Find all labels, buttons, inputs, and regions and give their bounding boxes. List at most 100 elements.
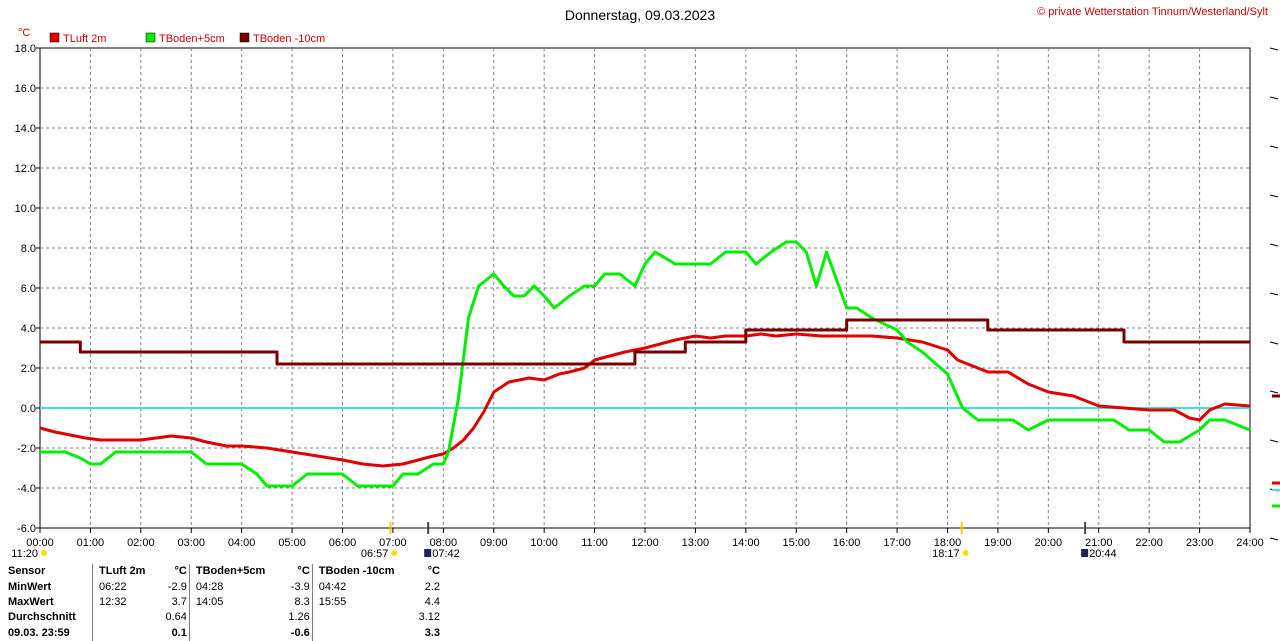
x-tick-label: 01:00 (77, 537, 105, 549)
stats-header-tluft: TLuft 2m (91, 564, 155, 580)
stats-row-max: MaxWert 12:32 3.7 14:05 8.3 15:55 4.4 (0, 594, 442, 611)
y-tick-label: 4.0 (21, 323, 36, 335)
stats-header-tboden10: TBoden -10cm (311, 564, 408, 580)
stats-value: 8.3 (294, 595, 310, 608)
copyright-note: © private Wetterstation Tinnum/Westerlan… (1037, 6, 1268, 18)
marker-time-label: 06:57 (361, 548, 389, 560)
x-tick-label: 10:00 (530, 537, 558, 549)
x-tick-label: 20:00 (1035, 537, 1063, 549)
stats-spacer (398, 610, 408, 625)
stats-header-sensor: Sensor (8, 565, 46, 578)
x-tick-label: 13:00 (682, 537, 710, 549)
legend-label: TBoden -10cm (253, 33, 325, 45)
right-tick (1269, 243, 1279, 247)
stats-value: 4.4 (424, 595, 440, 608)
legend-swatch (239, 32, 250, 43)
stats-time: 14:05 (188, 594, 269, 611)
stats-row-label: 09.03. 23:59 (8, 626, 70, 639)
temperature-chart: 18.0 16.0 14.0 12.0 10.0 8.0 6.0 4.0 2.0 0.0 -2.0 -… (11, 6, 1280, 560)
stats-time (91, 625, 149, 641)
x-tick-label: 18:00 (934, 537, 962, 549)
y-tick-label: 12.0 (15, 163, 36, 175)
y-tick-label: 0.0 (21, 403, 36, 415)
stats-value: -3.9 (290, 580, 310, 593)
right-tick (1269, 145, 1279, 149)
stats-time: 04:28 (188, 579, 269, 595)
x-tick-label: 22:00 (1135, 537, 1163, 549)
stats-row-current: 09.03. 23:59 0.1 -0.6 3.3 (0, 625, 442, 641)
grid (40, 48, 1250, 528)
sun-markers: 11:20 06:57 07:42 18:17 20:44 (11, 522, 1117, 560)
stats-header-tboden5-unit: °C (297, 565, 310, 578)
y-tick-label: -6.0 (17, 523, 36, 535)
x-tick-label: 02:00 (127, 537, 155, 549)
marker-time-label: 07:42 (432, 548, 460, 560)
legend: TLuft 2m TBoden+5cm TBoden -10cm (49, 32, 325, 45)
moon-icon (424, 549, 432, 557)
x-tick-label: 00:00 (26, 537, 54, 549)
stats-header-tboden5: TBoden+5cm (188, 564, 278, 580)
x-tick-label: 15:00 (782, 537, 810, 549)
right-tick (1269, 47, 1279, 51)
stats-time (188, 625, 269, 641)
tboden-10cm-line (40, 318, 1250, 366)
x-tick-label: 16:00 (833, 537, 861, 549)
stats-row-min: MinWert 06:22 -2.9 04:28 -3.9 04:42 2.2 (0, 579, 442, 595)
y-tick-label: 18.0 (15, 43, 36, 55)
stats-row-label: MaxWert (8, 595, 54, 608)
stats-time (311, 625, 399, 641)
y-tick-label: 6.0 (21, 283, 36, 295)
x-tick-label: 11:00 (581, 537, 608, 549)
sun-icon (41, 550, 47, 556)
right-tick (1269, 292, 1279, 296)
stats-spacer (398, 626, 408, 641)
y-tick-label: -2.0 (17, 443, 36, 455)
x-tick-label: 08:00 (430, 537, 458, 549)
x-tick-label: 14:00 (732, 537, 760, 549)
y-tick-label: 16.0 (15, 83, 36, 95)
stats-value: 3.3 (424, 626, 440, 639)
tboden-5cm-line (40, 240, 1251, 488)
right-tick (1269, 194, 1279, 198)
x-tick-label: 24:00 (1236, 537, 1264, 549)
stats-spacer (269, 626, 278, 641)
stats-spacer (269, 595, 278, 610)
marker-time-label: 11:20 (11, 548, 38, 560)
stats-value: 2.2 (424, 580, 440, 593)
y-tick-label: 14.0 (15, 123, 36, 135)
x-tick-label: 07:00 (379, 537, 407, 549)
stats-header-row: Sensor TLuft 2m °C TBoden+5cm °C TBoden … (0, 564, 442, 580)
x-tick-label: 21:00 (1085, 537, 1113, 549)
stats-header-tluft-unit: °C (174, 565, 187, 578)
marker-time-label: 18:17 (932, 548, 960, 560)
y-tick-label: -4.0 (17, 483, 36, 495)
stats-header-tboden10-unit: °C (427, 565, 440, 578)
stats-row-average: Durchschnitt 0.64 1.26 3.12 (0, 610, 442, 626)
statistics-table: Sensor TLuft 2m °C TBoden+5cm °C TBoden … (0, 564, 442, 641)
right-tick (1269, 96, 1279, 100)
sun-icon (962, 550, 969, 556)
x-tick-label: 12:00 (631, 537, 659, 549)
y-tick-label: 10.0 (15, 203, 36, 215)
series-lines (39, 240, 1251, 488)
right-tick (1269, 390, 1279, 394)
y-tick-label: 8.0 (21, 243, 36, 255)
y-tick-label: 2.0 (21, 363, 36, 375)
stats-time: 06:22 (91, 579, 149, 595)
x-tick-label: 03:00 (177, 537, 205, 549)
stats-spacer (269, 610, 278, 625)
legend-label: TLuft 2m (63, 33, 106, 45)
stats-time (188, 610, 269, 626)
stats-value: 3.12 (418, 611, 440, 624)
stats-value: -0.6 (290, 626, 310, 639)
chart-title: Donnerstag, 09.03.2023 (565, 7, 715, 23)
x-tick-label: 06:00 (329, 537, 357, 549)
stats-spacer (269, 579, 278, 594)
stats-value: -2.9 (167, 580, 187, 593)
x-tick-label: 05:00 (278, 537, 306, 549)
right-edge-ticks (1269, 47, 1280, 541)
sun-icon (391, 550, 398, 556)
stats-value: 0.1 (171, 626, 187, 639)
moon-icon (1081, 549, 1089, 557)
legend-swatch (145, 32, 156, 43)
